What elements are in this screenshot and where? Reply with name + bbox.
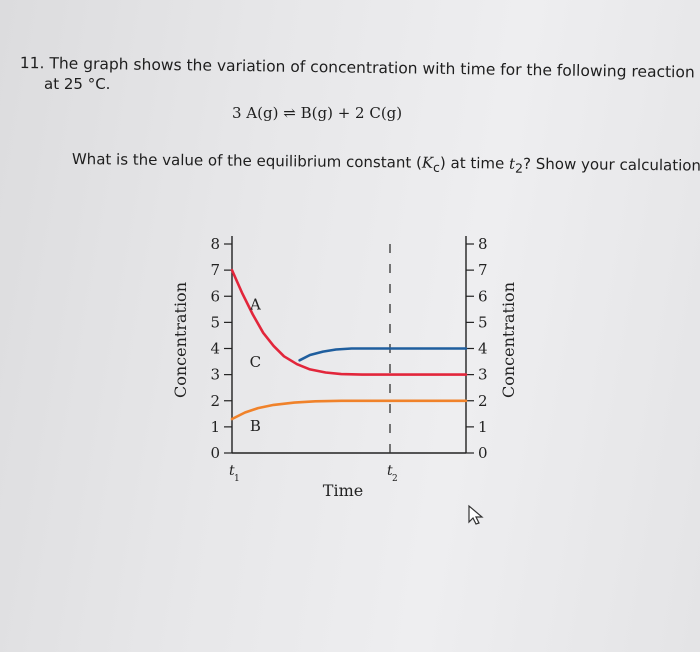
right-tick-label: 6 <box>478 287 488 305</box>
cursor-pointer-icon <box>468 504 484 525</box>
left-tick-label: 3 <box>210 366 220 384</box>
reaction-equation: 3 A(g) ⇌ B(g) + 2 C(g) <box>232 104 402 122</box>
right-tick-label: 3 <box>478 366 488 384</box>
left-y-axis-label: Concentration <box>171 282 190 398</box>
equilibrium-arrow: ⇌ <box>283 104 296 122</box>
right-tick-label: 0 <box>478 444 488 462</box>
left-tick-label: 5 <box>210 313 220 331</box>
x-axis-label: Time <box>323 481 363 500</box>
left-tick-label: 2 <box>210 392 220 410</box>
right-y-axis-label: Concentration <box>499 282 518 398</box>
series-line-A <box>230 268 468 376</box>
left-tick-label: 7 <box>210 261 220 279</box>
right-tick-label: 2 <box>478 392 488 410</box>
question-heading-continuation: at 25 °C. <box>44 75 111 93</box>
time-marker-t1: t <box>229 463 235 479</box>
left-tick-label: 0 <box>210 444 220 462</box>
series-line-C <box>298 347 468 362</box>
right-tick-label: 1 <box>478 418 488 436</box>
series-label-A: A <box>249 295 261 313</box>
right-tick-label: 8 <box>478 235 488 253</box>
right-tick-label: 7 <box>478 261 488 279</box>
left-tick-label: 8 <box>210 235 220 253</box>
left-tick-label: 4 <box>210 340 220 358</box>
series-line-B <box>230 399 468 421</box>
time-marker-subscript: 2 <box>392 474 398 484</box>
right-tick-label: 5 <box>478 313 488 331</box>
series-label-C: C <box>250 353 261 371</box>
equation-products: B(g) + 2 C(g) <box>300 104 403 122</box>
equation-reactants: 3 A(g) <box>232 104 279 122</box>
left-tick-label: 1 <box>210 418 220 436</box>
right-tick-label: 4 <box>478 340 488 358</box>
time-marker-t2: t <box>387 463 393 479</box>
time-marker-subscript: 1 <box>234 474 240 484</box>
left-tick-label: 6 <box>210 287 220 305</box>
series-label-B: B <box>250 417 261 435</box>
